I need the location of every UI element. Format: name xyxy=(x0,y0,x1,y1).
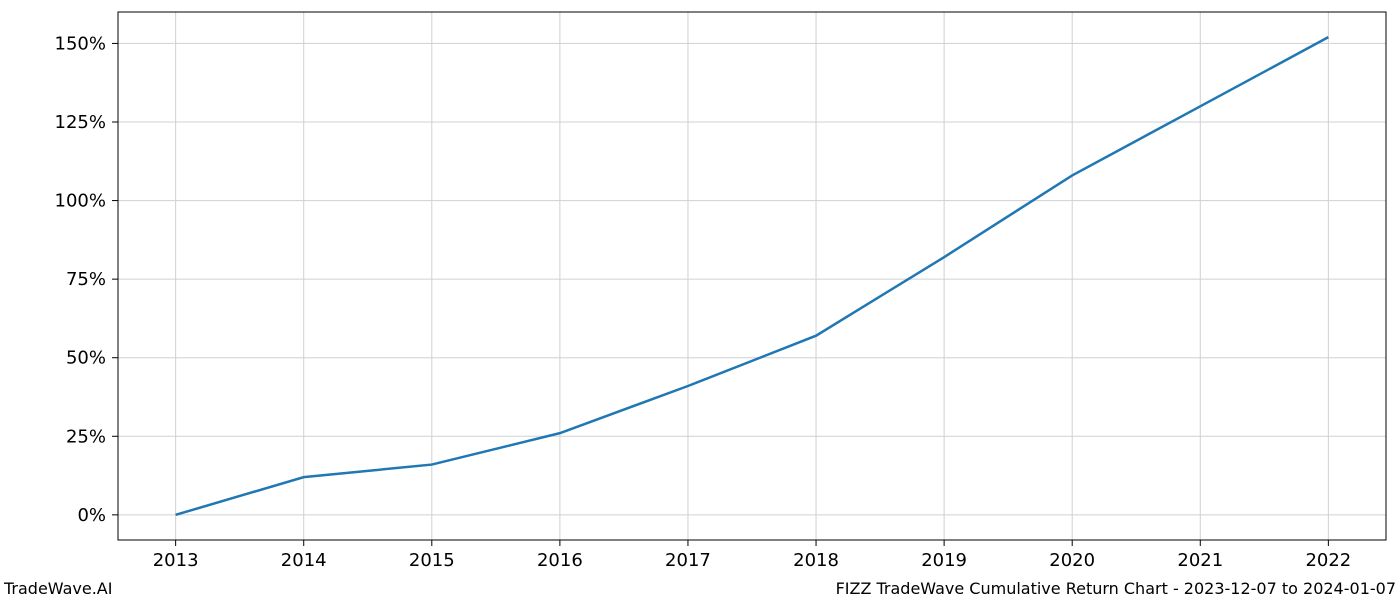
cumulative-return-chart: 2013 2014 2015 2016 2017 2018 2019 2020 2021 2022… xyxy=(0,0,1400,600)
x-tick-label: 2015 xyxy=(409,550,455,571)
y-tick-label: 0% xyxy=(77,505,106,526)
x-tick-label: 2013 xyxy=(153,550,199,571)
y-tick-label: 100% xyxy=(55,191,106,212)
y-tick-label: 75% xyxy=(66,269,106,290)
y-tick-label: 50% xyxy=(66,348,106,369)
x-tick-label: 2019 xyxy=(921,550,967,571)
x-tick-label: 2022 xyxy=(1305,550,1351,571)
y-tick-label: 150% xyxy=(55,33,106,54)
x-tick-label: 2018 xyxy=(793,550,839,571)
x-tick-label: 2020 xyxy=(1049,550,1095,571)
x-tick-label: 2016 xyxy=(537,550,583,571)
x-tick-label: 2014 xyxy=(281,550,327,571)
footer-caption: FIZZ TradeWave Cumulative Return Chart -… xyxy=(836,579,1396,598)
footer-brand: TradeWave.AI xyxy=(4,579,112,598)
x-tick-label: 2021 xyxy=(1177,550,1223,571)
x-tick-label: 2017 xyxy=(665,550,711,571)
y-tick-label: 125% xyxy=(55,112,106,133)
y-tick-label: 25% xyxy=(66,426,106,447)
